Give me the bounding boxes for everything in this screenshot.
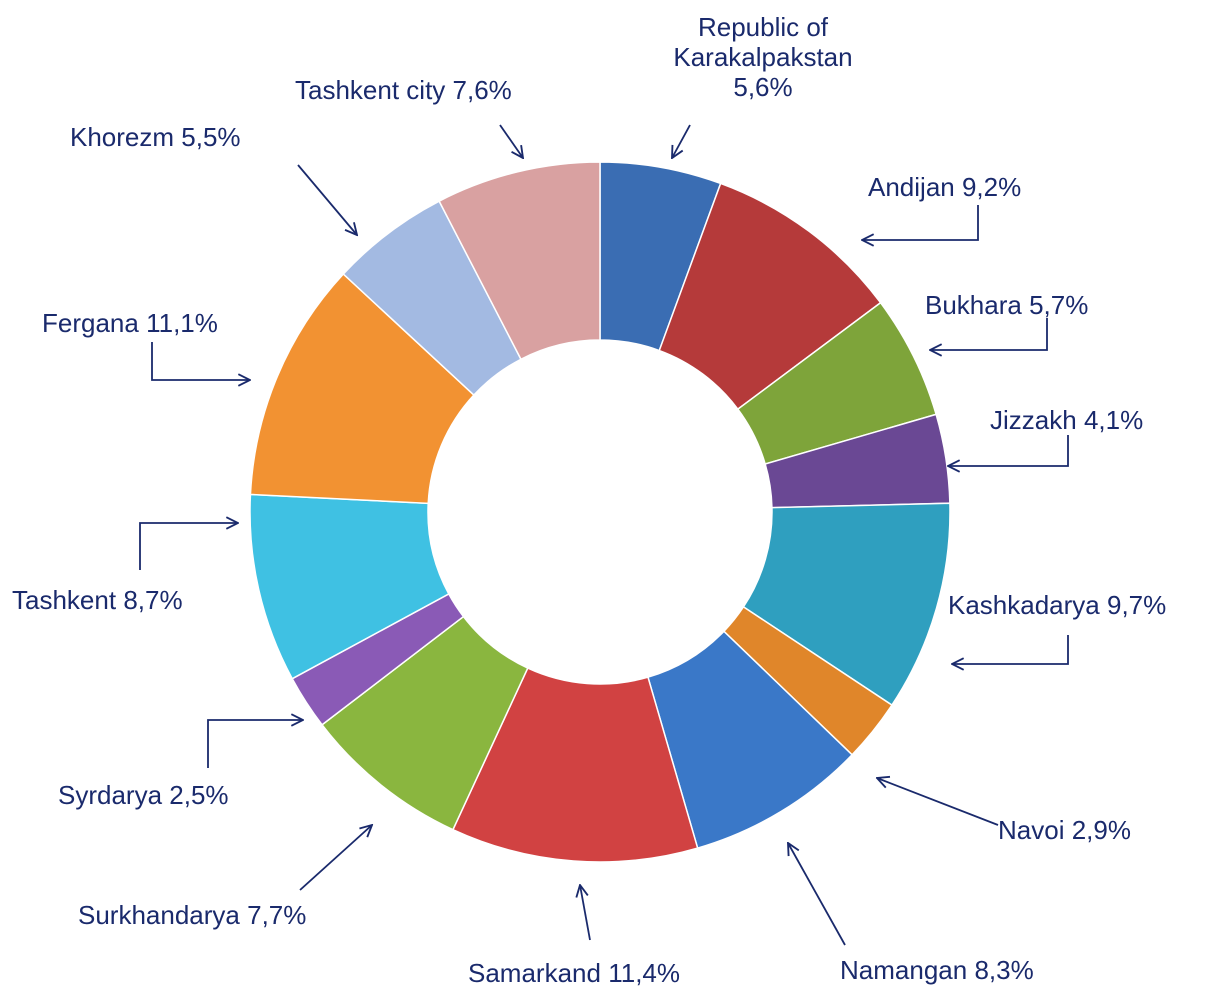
slice-label: Samarkand 11,4% bbox=[468, 958, 680, 988]
leader-arrow bbox=[952, 635, 1069, 664]
slice-label: Namangan 8,3% bbox=[840, 955, 1034, 985]
value-label: 9,2% bbox=[961, 172, 1022, 202]
donut-slice bbox=[249, 272, 475, 505]
category-name: Navoi bbox=[998, 815, 1065, 845]
leader-arrow bbox=[299, 825, 372, 891]
category-name: Tashkent bbox=[12, 585, 117, 615]
slice-label: Jizzakh 4,1% bbox=[990, 405, 1143, 435]
value-label: 8,7% bbox=[123, 585, 183, 615]
slice-label: Kashkadarya 9,7% bbox=[948, 590, 1166, 620]
category-name: Fergana bbox=[42, 308, 139, 338]
leader-arrow bbox=[877, 778, 999, 826]
value-label: 5,7% bbox=[1029, 290, 1089, 320]
leader-arrow bbox=[297, 164, 357, 235]
category-name: Jizzakh bbox=[990, 405, 1077, 435]
slice-label: Navoi 2,9% bbox=[998, 815, 1131, 845]
slice-label: Surkhandarya 7,7% bbox=[78, 900, 306, 930]
value-label: 5,5% bbox=[181, 122, 241, 152]
category-name: Namangan bbox=[840, 955, 968, 985]
slice-label: Republic of Karakalpakstan 5,6% bbox=[658, 12, 868, 102]
value-label: 4,1% bbox=[1083, 405, 1144, 435]
leader-arrow bbox=[580, 885, 591, 941]
category-name: Syrdarya bbox=[58, 780, 163, 810]
slice-label: Tashkent city 7,6% bbox=[295, 75, 512, 105]
slice-label: Andijan 9,2% bbox=[868, 172, 1021, 202]
leader-arrow bbox=[862, 205, 979, 240]
value-label: 7,7% bbox=[247, 900, 307, 930]
slice-label: Bukhara 5,7% bbox=[925, 290, 1088, 320]
value-label: 2,5% bbox=[169, 780, 229, 810]
value-label: 11,4% bbox=[608, 958, 680, 988]
category-name: Bukhara bbox=[925, 290, 1022, 320]
leader-arrow bbox=[788, 843, 846, 946]
category-name: Tashkent city bbox=[295, 75, 446, 105]
value-label: 5,6% bbox=[733, 72, 793, 102]
donut-slice bbox=[438, 161, 601, 361]
leader-arrow bbox=[672, 124, 691, 158]
leader-arrow bbox=[139, 523, 238, 570]
category-name: Andijan bbox=[868, 172, 955, 202]
leader-arrow bbox=[151, 342, 250, 380]
category-name: Surkhandarya bbox=[78, 900, 240, 930]
value-label: 7,6% bbox=[452, 75, 512, 105]
value-label: 8,3% bbox=[974, 955, 1034, 985]
leader-arrow bbox=[499, 124, 523, 158]
value-label: 11,1% bbox=[146, 308, 218, 338]
leader-arrow bbox=[207, 720, 303, 768]
category-name: Republic of Karakalpakstan bbox=[673, 12, 853, 72]
slice-label: Fergana 11,1% bbox=[42, 308, 218, 338]
slice-label: Syrdarya 2,5% bbox=[58, 780, 229, 810]
donut-slice bbox=[451, 667, 699, 863]
leader-arrow bbox=[948, 435, 1069, 466]
category-name: Samarkand bbox=[468, 958, 601, 988]
category-name: Khorezm bbox=[70, 122, 175, 152]
slice-label: Khorezm 5,5% bbox=[70, 122, 241, 152]
leader-arrow bbox=[930, 318, 1048, 350]
value-label: 9,7% bbox=[1107, 590, 1167, 620]
slice-label: Tashkent 8,7% bbox=[12, 585, 183, 615]
value-label: 2,9% bbox=[1071, 815, 1131, 845]
category-name: Kashkadarya bbox=[948, 590, 1100, 620]
